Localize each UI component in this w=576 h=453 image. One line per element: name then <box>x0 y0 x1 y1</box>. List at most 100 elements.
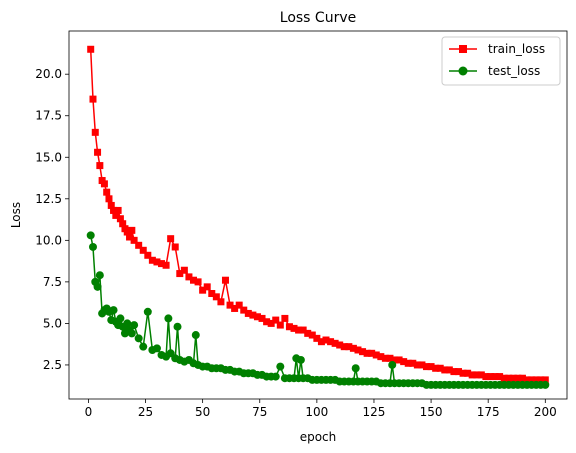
test-loss-point <box>88 242 97 251</box>
train-loss-point <box>91 128 99 136</box>
train-loss-point <box>194 278 202 286</box>
train-loss-point <box>377 353 385 361</box>
train-loss-point <box>395 356 403 364</box>
x-tick-label: 50 <box>195 405 210 419</box>
test-loss-point <box>164 314 173 323</box>
train-loss-point <box>221 276 229 284</box>
train-loss-point <box>226 301 234 309</box>
train-loss-point <box>253 313 261 321</box>
legend-train-label: train_loss <box>488 42 545 56</box>
y-tick-label: 2.5 <box>43 358 62 372</box>
train-loss-point <box>359 348 367 356</box>
train-loss-point <box>368 349 376 357</box>
x-tick-label: 75 <box>252 405 267 419</box>
train-loss-point <box>308 331 316 339</box>
train-loss-point <box>244 309 252 317</box>
test-loss-point <box>139 342 148 351</box>
train-loss-point <box>285 323 293 331</box>
train-loss-point <box>116 215 124 223</box>
train-loss-point <box>295 326 303 334</box>
test-loss-point <box>123 319 132 328</box>
test-loss-point <box>93 282 102 291</box>
train-loss-point <box>100 180 108 188</box>
train-loss-point <box>518 374 526 382</box>
train-loss-point <box>180 266 188 274</box>
x-tick-label: 200 <box>534 405 557 419</box>
test-loss-point <box>134 334 143 343</box>
train-loss-point <box>345 343 353 351</box>
y-axis-ticks: 2.5 5.0 7.5 10.0 12.5 15.0 17.5 20.0 <box>35 67 69 372</box>
train-loss-point <box>468 371 476 379</box>
train-loss-point <box>477 371 485 379</box>
train-loss-point <box>317 338 325 346</box>
y-tick-label: 5.0 <box>43 316 62 330</box>
train-loss-point <box>208 290 216 298</box>
train-loss-point <box>176 270 184 278</box>
train-loss-point <box>135 241 143 249</box>
train-loss-point <box>212 293 220 301</box>
train-loss-point <box>327 338 335 346</box>
train-loss-point <box>409 359 417 367</box>
train-loss-point <box>185 273 193 281</box>
series-train-loss <box>87 45 549 384</box>
train-loss-point <box>299 326 307 334</box>
test-loss-point <box>86 231 95 240</box>
test-loss-point <box>276 362 285 371</box>
chart-title: Loss Curve <box>280 10 356 26</box>
y-tick-label: 12.5 <box>35 192 62 206</box>
train-loss-point <box>427 363 435 371</box>
train-loss-point <box>336 341 344 349</box>
test-loss-point <box>296 355 305 364</box>
train-loss-point <box>391 356 399 364</box>
train-loss-point <box>267 319 275 327</box>
train-loss-point <box>354 346 362 354</box>
train-loss-point <box>331 339 339 347</box>
train-loss-point <box>114 206 122 214</box>
train-loss-point <box>153 258 161 266</box>
train-loss-point <box>281 314 289 322</box>
train-loss-point <box>386 354 394 362</box>
train-loss-point <box>445 366 453 374</box>
test-loss-point <box>116 314 125 323</box>
x-tick-label: 100 <box>305 405 328 419</box>
train-loss-point <box>404 359 412 367</box>
train-loss-point <box>130 236 138 244</box>
train-loss-point <box>418 361 426 369</box>
y-tick-label: 17.5 <box>35 109 62 123</box>
train-loss-point <box>263 318 271 326</box>
test-loss-point <box>173 322 182 331</box>
test-loss-point <box>351 364 360 373</box>
train-loss-point <box>441 366 449 374</box>
x-tick-label: 0 <box>85 405 93 419</box>
train-loss-point <box>372 351 380 359</box>
y-axis-label: Loss <box>9 202 23 228</box>
train-loss-point <box>107 201 115 209</box>
test-loss-point <box>541 380 550 389</box>
x-tick-label: 25 <box>138 405 153 419</box>
train-loss-point <box>486 373 494 381</box>
legend-test-label: test_loss <box>488 64 540 78</box>
train-loss-point <box>290 324 298 332</box>
legend-test-marker <box>458 66 468 76</box>
train-loss-point <box>313 334 321 342</box>
train-loss-point <box>110 206 118 214</box>
train-loss-point <box>167 235 175 243</box>
train-loss-point <box>473 371 481 379</box>
train-loss-point <box>528 376 536 384</box>
train-loss-point <box>128 226 136 234</box>
train-loss-point <box>158 260 166 268</box>
test-loss-point <box>130 321 139 330</box>
x-tick-label: 175 <box>477 405 500 419</box>
train-loss-point <box>459 369 467 377</box>
train-loss-point <box>505 374 513 382</box>
x-axis-ticks: 0 25 50 75 100 125 150 175 200 <box>85 399 557 419</box>
x-axis-label: epoch <box>300 430 337 444</box>
train-loss-point <box>276 321 284 329</box>
test-loss-point <box>127 329 136 338</box>
train-loss-point <box>199 286 207 294</box>
train-loss-point <box>432 364 440 372</box>
train-loss-point <box>103 188 111 196</box>
train-loss-point <box>349 344 357 352</box>
train-loss-point <box>87 45 95 53</box>
train-loss-point <box>496 373 504 381</box>
